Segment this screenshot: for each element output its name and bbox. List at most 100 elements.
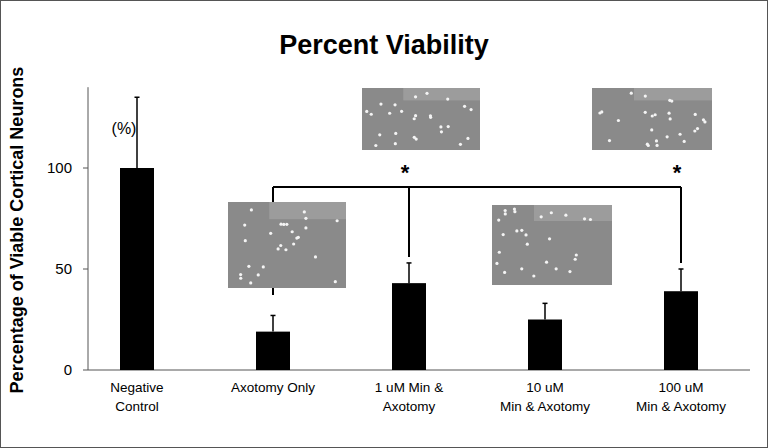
cell — [532, 274, 535, 277]
bracket — [273, 186, 681, 188]
cell — [693, 129, 696, 132]
cell — [400, 110, 403, 113]
x-tick-label: NegativeControl — [110, 380, 163, 414]
cell — [336, 219, 339, 222]
cell — [564, 214, 567, 217]
cell — [249, 281, 252, 284]
micrograph-bg — [362, 88, 480, 150]
cell — [379, 102, 382, 105]
bar — [120, 168, 154, 370]
y-axis — [88, 87, 89, 370]
cell — [548, 237, 551, 240]
error-cap — [679, 268, 684, 270]
x-tick-label-line: 100 uM — [658, 380, 703, 395]
micrograph-glare — [634, 88, 712, 100]
cell — [515, 229, 518, 232]
x-tick-label: 10 uM Min & Axotomy — [500, 380, 590, 414]
cell — [598, 111, 601, 114]
cell — [694, 113, 697, 116]
micrograph-glare — [403, 88, 480, 100]
cell — [555, 267, 558, 270]
cell — [297, 236, 300, 239]
cell — [292, 242, 295, 245]
cell — [378, 133, 381, 136]
cell — [670, 100, 673, 103]
cell — [667, 112, 670, 115]
cell — [414, 95, 417, 98]
x-tick-label-line: 10 uM — [526, 380, 564, 395]
cell — [239, 277, 242, 280]
error-line — [136, 97, 138, 168]
cell — [654, 113, 657, 116]
x-tick-label: 1 uM Min &Axotomy — [375, 380, 443, 414]
bar — [528, 320, 562, 371]
y-tick-label: 0 — [64, 361, 72, 378]
unit-label: (%) — [112, 120, 137, 137]
bracket — [408, 187, 410, 257]
error-cap — [407, 262, 412, 264]
cell — [388, 112, 391, 115]
error-line — [544, 303, 546, 319]
cell — [651, 114, 654, 117]
cell — [520, 267, 523, 270]
cell — [655, 139, 658, 142]
cell — [644, 94, 647, 97]
y-tick — [83, 370, 88, 371]
x-tick-label-line: Axotomy — [383, 399, 436, 414]
x-tick-label-line: Min & Axotomy — [636, 399, 726, 414]
cell — [702, 118, 705, 121]
error-cap — [271, 315, 276, 317]
cell — [250, 208, 253, 211]
micrograph-glare — [269, 202, 346, 219]
cell — [583, 217, 586, 220]
error-bar — [679, 269, 684, 291]
cell — [520, 229, 523, 232]
cell — [503, 271, 506, 274]
cell — [498, 251, 501, 254]
micrograph-glare — [534, 205, 612, 221]
cell — [257, 273, 260, 276]
significance-label: * — [673, 160, 682, 185]
cell — [247, 265, 250, 268]
cell — [374, 144, 377, 147]
micrograph-bg — [228, 202, 346, 288]
cell — [678, 133, 681, 136]
cell — [415, 138, 418, 141]
micrograph-bg — [592, 88, 712, 150]
cell — [504, 212, 507, 215]
micrograph-bg — [492, 205, 612, 285]
cell — [469, 108, 472, 111]
cell — [683, 140, 686, 143]
cell — [291, 230, 294, 233]
cell — [279, 244, 282, 247]
x-tick-label-line: Negative — [110, 380, 163, 395]
cell — [655, 144, 658, 147]
micrograph — [592, 88, 712, 150]
cell — [526, 243, 529, 246]
cell — [466, 137, 469, 140]
cell — [540, 215, 543, 218]
cell — [617, 119, 620, 122]
cell — [589, 218, 592, 221]
cell — [440, 130, 443, 133]
y-axis-label: Percentage of Viable Cortical Neurons — [7, 67, 27, 394]
cell — [575, 253, 578, 256]
error-bar — [271, 315, 276, 331]
micrograph — [492, 205, 612, 285]
error-bar — [543, 303, 548, 319]
error-line — [408, 263, 410, 283]
cell — [524, 233, 527, 236]
x-tick-label: Axotomy Only — [231, 380, 315, 395]
cell — [304, 217, 307, 220]
cell — [647, 144, 650, 147]
cell — [269, 232, 272, 235]
cell — [277, 247, 280, 250]
cell — [459, 143, 462, 146]
y-tick — [83, 269, 88, 270]
cell — [502, 233, 505, 236]
cell — [568, 270, 571, 273]
y-tick — [83, 168, 88, 169]
x-tick-label-line: Min & Axotomy — [500, 399, 590, 414]
cell — [446, 98, 449, 101]
y-tick-label: 50 — [55, 260, 72, 277]
